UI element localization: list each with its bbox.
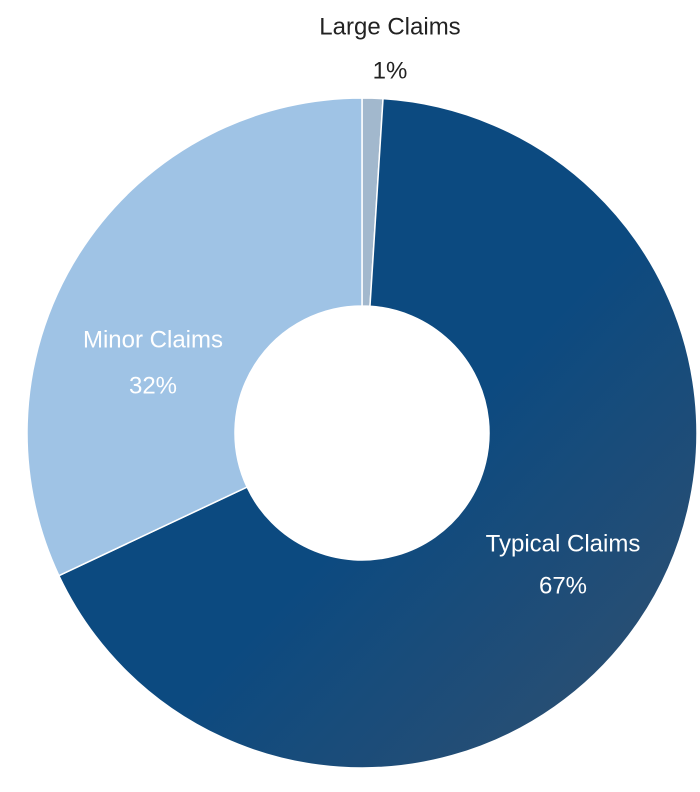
slice-label: Minor Claims [83,326,223,353]
slice-label: Typical Claims [486,530,641,557]
donut-slice [57,97,698,769]
slice-value-label: 1% [373,57,408,84]
donut-slice [26,97,363,577]
slice-value-label: 32% [129,372,177,399]
slice-label: Large Claims [319,13,460,40]
slice-value-label: 67% [539,572,587,599]
